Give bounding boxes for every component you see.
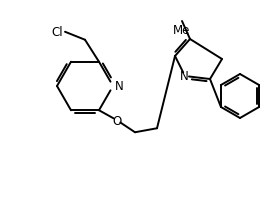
Text: N: N [180,69,189,82]
Text: Me: Me [173,24,191,37]
Text: Cl: Cl [52,26,63,39]
Text: N: N [115,80,124,93]
Text: O: O [112,114,122,127]
